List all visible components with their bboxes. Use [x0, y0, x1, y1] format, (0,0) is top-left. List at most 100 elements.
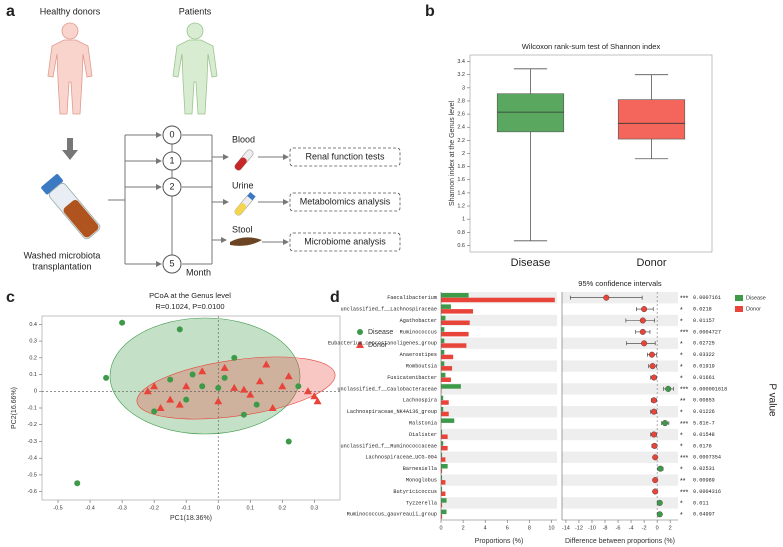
- p-value: 0.00989: [693, 477, 715, 483]
- p-value: 0.01548: [693, 432, 715, 438]
- bar: [441, 293, 469, 298]
- y-tick-label: 0.8: [457, 230, 465, 236]
- category-label: unclassified_f__Lachnospiraceae: [340, 306, 437, 312]
- bar: [441, 327, 445, 332]
- row-stripe: [562, 360, 678, 372]
- point: [183, 396, 190, 403]
- legend-label: Donor: [746, 306, 761, 312]
- x-axis-label: Proportions (%): [475, 538, 524, 545]
- analysis-label: Renal function tests: [305, 151, 385, 161]
- transplant-label: transplantation: [32, 261, 91, 271]
- chart-title: PCoA at the Genus level: [149, 291, 231, 300]
- point: [303, 387, 312, 395]
- point: [651, 442, 658, 449]
- x-tick-label: -14: [562, 525, 570, 531]
- y-tick-label: 2.4: [457, 125, 465, 131]
- down-arrow: [62, 138, 78, 160]
- point: [295, 383, 302, 390]
- bar: [441, 434, 448, 439]
- row-stripe: [562, 314, 678, 327]
- bar: [441, 354, 454, 360]
- point: [230, 383, 239, 391]
- p-value: 0.0004316: [693, 489, 721, 495]
- patient-figure: [172, 22, 218, 115]
- bar: [441, 366, 453, 371]
- x-tick-label: 0.1: [246, 505, 254, 511]
- significance: *: [680, 318, 683, 325]
- p-value: 0.03322: [693, 352, 715, 358]
- row-stripe: [562, 428, 678, 441]
- y-tick-label: 2: [462, 151, 465, 157]
- p-value: 0.000001618: [693, 386, 727, 392]
- x-tick-label: -0.5: [53, 505, 62, 511]
- y-tick-label: 1.6: [457, 177, 465, 183]
- p-value: 0.011: [693, 500, 709, 506]
- point: [278, 382, 287, 390]
- x-tick-label: -0.4: [85, 505, 94, 511]
- point: [639, 317, 646, 324]
- y-tick-label: 3.2: [457, 72, 465, 78]
- category-label: Anaerostipes: [400, 352, 437, 358]
- category-label: Lachnospiraceae_UCG-004: [365, 455, 437, 461]
- x-axis-label: PC1(18.36%): [170, 515, 212, 522]
- significance: *: [680, 307, 683, 314]
- y-tick-label: -0.4: [28, 456, 37, 462]
- p-value: 0.02531: [693, 466, 715, 472]
- donor-label: Healthy donors: [40, 6, 101, 16]
- y-tick-label: 0: [34, 389, 37, 395]
- bar: [441, 502, 443, 508]
- bar: [441, 418, 455, 423]
- point: [665, 385, 672, 392]
- p-value: 0.0176: [693, 443, 712, 449]
- sample-label: Stool: [232, 224, 253, 234]
- legend-label: Disease: [746, 295, 766, 301]
- bar: [441, 475, 443, 480]
- analysis-boxes: [289, 147, 401, 252]
- x-tick-label: -0.2: [149, 505, 158, 511]
- point: [176, 326, 183, 333]
- transplant-tube: [41, 174, 101, 240]
- significance: ***: [680, 387, 688, 394]
- y-tick-label: 0.4: [29, 322, 37, 328]
- legend-swatch: [735, 295, 743, 301]
- point: [268, 404, 277, 411]
- x-tick-label: 0: [439, 525, 442, 531]
- point: [650, 408, 657, 415]
- panel-label: a: [6, 3, 15, 20]
- point: [221, 374, 228, 381]
- y-tick-label: 0.3: [29, 339, 37, 345]
- x-tick-label: -4: [629, 525, 634, 531]
- point: [151, 408, 158, 415]
- bar: [441, 372, 446, 378]
- bar: [441, 491, 446, 496]
- category-label: Agathobacter: [400, 318, 437, 324]
- bar: [441, 384, 461, 389]
- y-tick-label: -0.3: [28, 439, 37, 445]
- significance: *: [680, 375, 683, 382]
- point: [603, 294, 610, 301]
- legend-swatch: [735, 306, 743, 312]
- point: [656, 511, 663, 518]
- p-value-axis-label: P value: [766, 383, 777, 417]
- p-value: 0.0218: [693, 306, 712, 312]
- point: [143, 387, 152, 395]
- blood-tube: [234, 149, 254, 171]
- row-stripe: [441, 360, 557, 372]
- month-nodes: [162, 125, 182, 274]
- y-axis-label: Shannon index at the Genus level: [449, 101, 456, 207]
- point: [650, 431, 657, 438]
- bar: [441, 486, 443, 492]
- y-tick-label: 3.4: [457, 59, 465, 65]
- x-tick-label: 2: [462, 525, 465, 531]
- y-tick-label: -0.5: [28, 472, 37, 478]
- row-stripe: [441, 474, 557, 486]
- p-value: 5.81e-7: [693, 420, 715, 426]
- point: [246, 390, 255, 398]
- month-node: 1: [169, 155, 174, 165]
- point: [231, 354, 238, 361]
- point: [310, 392, 319, 400]
- significance: *: [680, 364, 683, 371]
- bar: [441, 514, 443, 519]
- x-tick-label: 0.3: [311, 505, 319, 511]
- p-value: 0.01661: [693, 375, 715, 381]
